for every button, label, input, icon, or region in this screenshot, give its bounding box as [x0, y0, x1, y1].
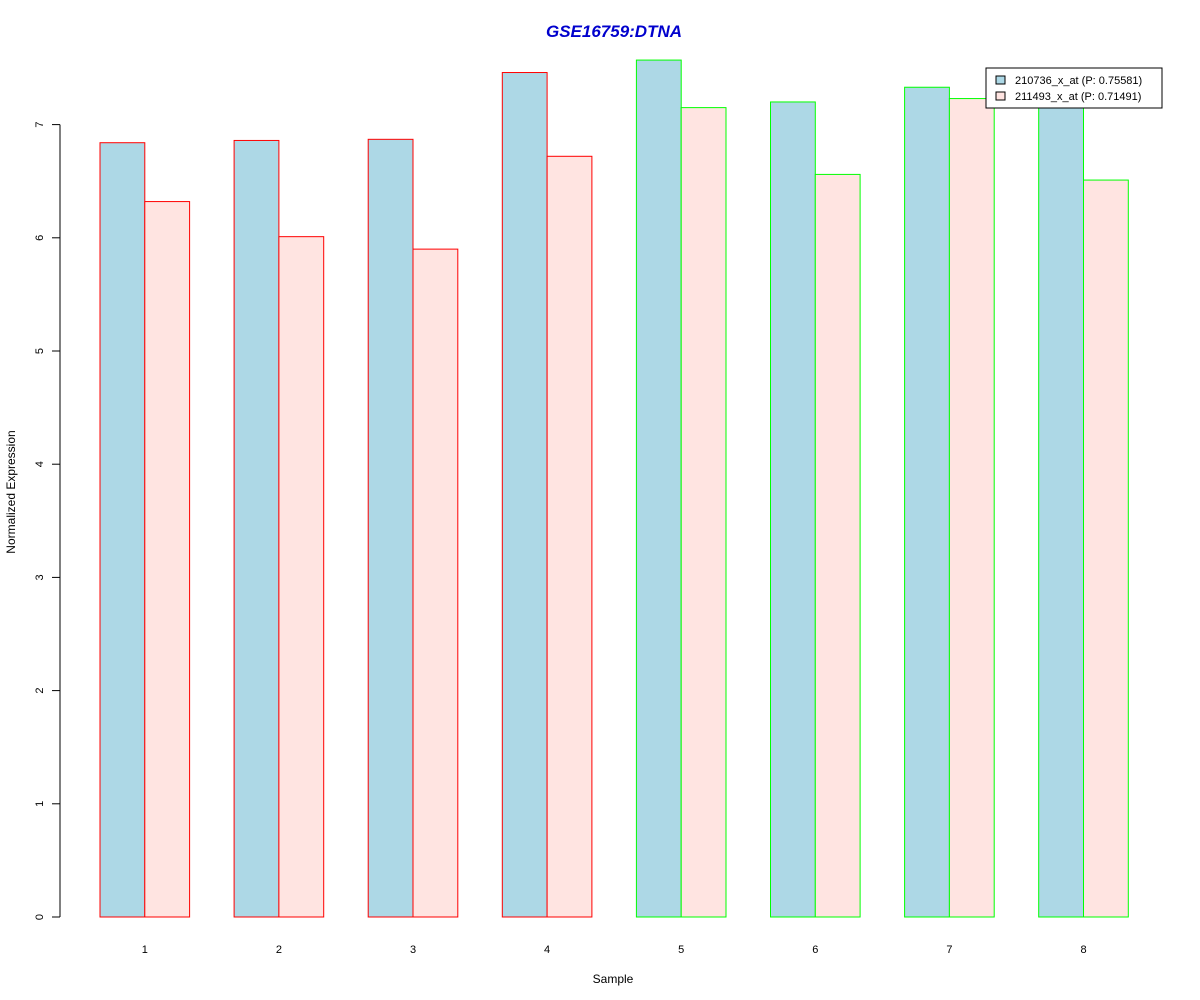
x-axis-label: Sample — [593, 972, 634, 986]
bar-sample-3-series-2 — [412, 248, 459, 918]
legend-box — [985, 67, 1163, 109]
bar-sample-5-series-1 — [635, 59, 682, 918]
x-axis: 1 2 3 4 5 6 7 8 — [142, 944, 1087, 956]
bar-sample-7-series-1 — [904, 86, 950, 918]
y-axis: 0 1 2 3 4 5 6 7 — [34, 122, 61, 920]
y-tick-label: 3 — [34, 574, 46, 580]
bar-sample-8-series-1 — [1038, 103, 1084, 918]
y-tick-label: 6 — [34, 235, 46, 241]
y-tick-label: 1 — [34, 801, 46, 807]
bar-sample-4-series-2 — [546, 155, 593, 918]
bar-sample-6-series-2 — [814, 173, 861, 918]
bar-sample-1-series-1 — [99, 142, 146, 918]
y-tick-label: 5 — [34, 348, 46, 354]
bar-sample-5-series-2 — [680, 107, 727, 918]
y-tick-label: 7 — [34, 122, 46, 128]
bar-sample-3-series-1 — [367, 138, 414, 918]
bar-sample-4-series-1 — [501, 72, 548, 918]
bar-sample-8-series-2 — [1083, 179, 1129, 918]
bar-sample-7-series-2 — [948, 98, 995, 918]
bar-sample-1-series-2 — [144, 201, 191, 918]
chart-title: GSE16759:DTNA — [546, 22, 682, 41]
x-tick-label: 8 — [1080, 944, 1086, 956]
x-tick-label: 2 — [276, 944, 282, 956]
legend-entry: 210736_x_at (P: 0.75581) — [1015, 75, 1142, 87]
x-tick-label: 5 — [678, 944, 684, 956]
x-tick-label: 3 — [410, 944, 416, 956]
legend: 210736_x_at (P: 0.75581) 211493_x_at (P: … — [985, 67, 1163, 109]
y-axis-label: Normalized Expression — [4, 430, 18, 553]
x-tick-label: 6 — [812, 944, 818, 956]
bar-sample-2-series-1 — [233, 139, 280, 918]
legend-swatch — [995, 91, 1006, 101]
bar-sample-2-series-2 — [278, 236, 325, 918]
x-tick-label: 4 — [544, 944, 550, 956]
bars-group — [99, 59, 1129, 918]
y-tick-label: 2 — [34, 688, 46, 694]
legend-entry: 211493_x_at (P: 0.71491) — [1015, 91, 1141, 103]
y-tick-label: 0 — [34, 914, 46, 920]
x-tick-label: 1 — [142, 944, 148, 956]
legend-swatch — [995, 75, 1006, 85]
x-tick-label: 7 — [946, 944, 952, 956]
bar-sample-6-series-1 — [770, 101, 816, 918]
y-tick-label: 4 — [34, 461, 46, 467]
